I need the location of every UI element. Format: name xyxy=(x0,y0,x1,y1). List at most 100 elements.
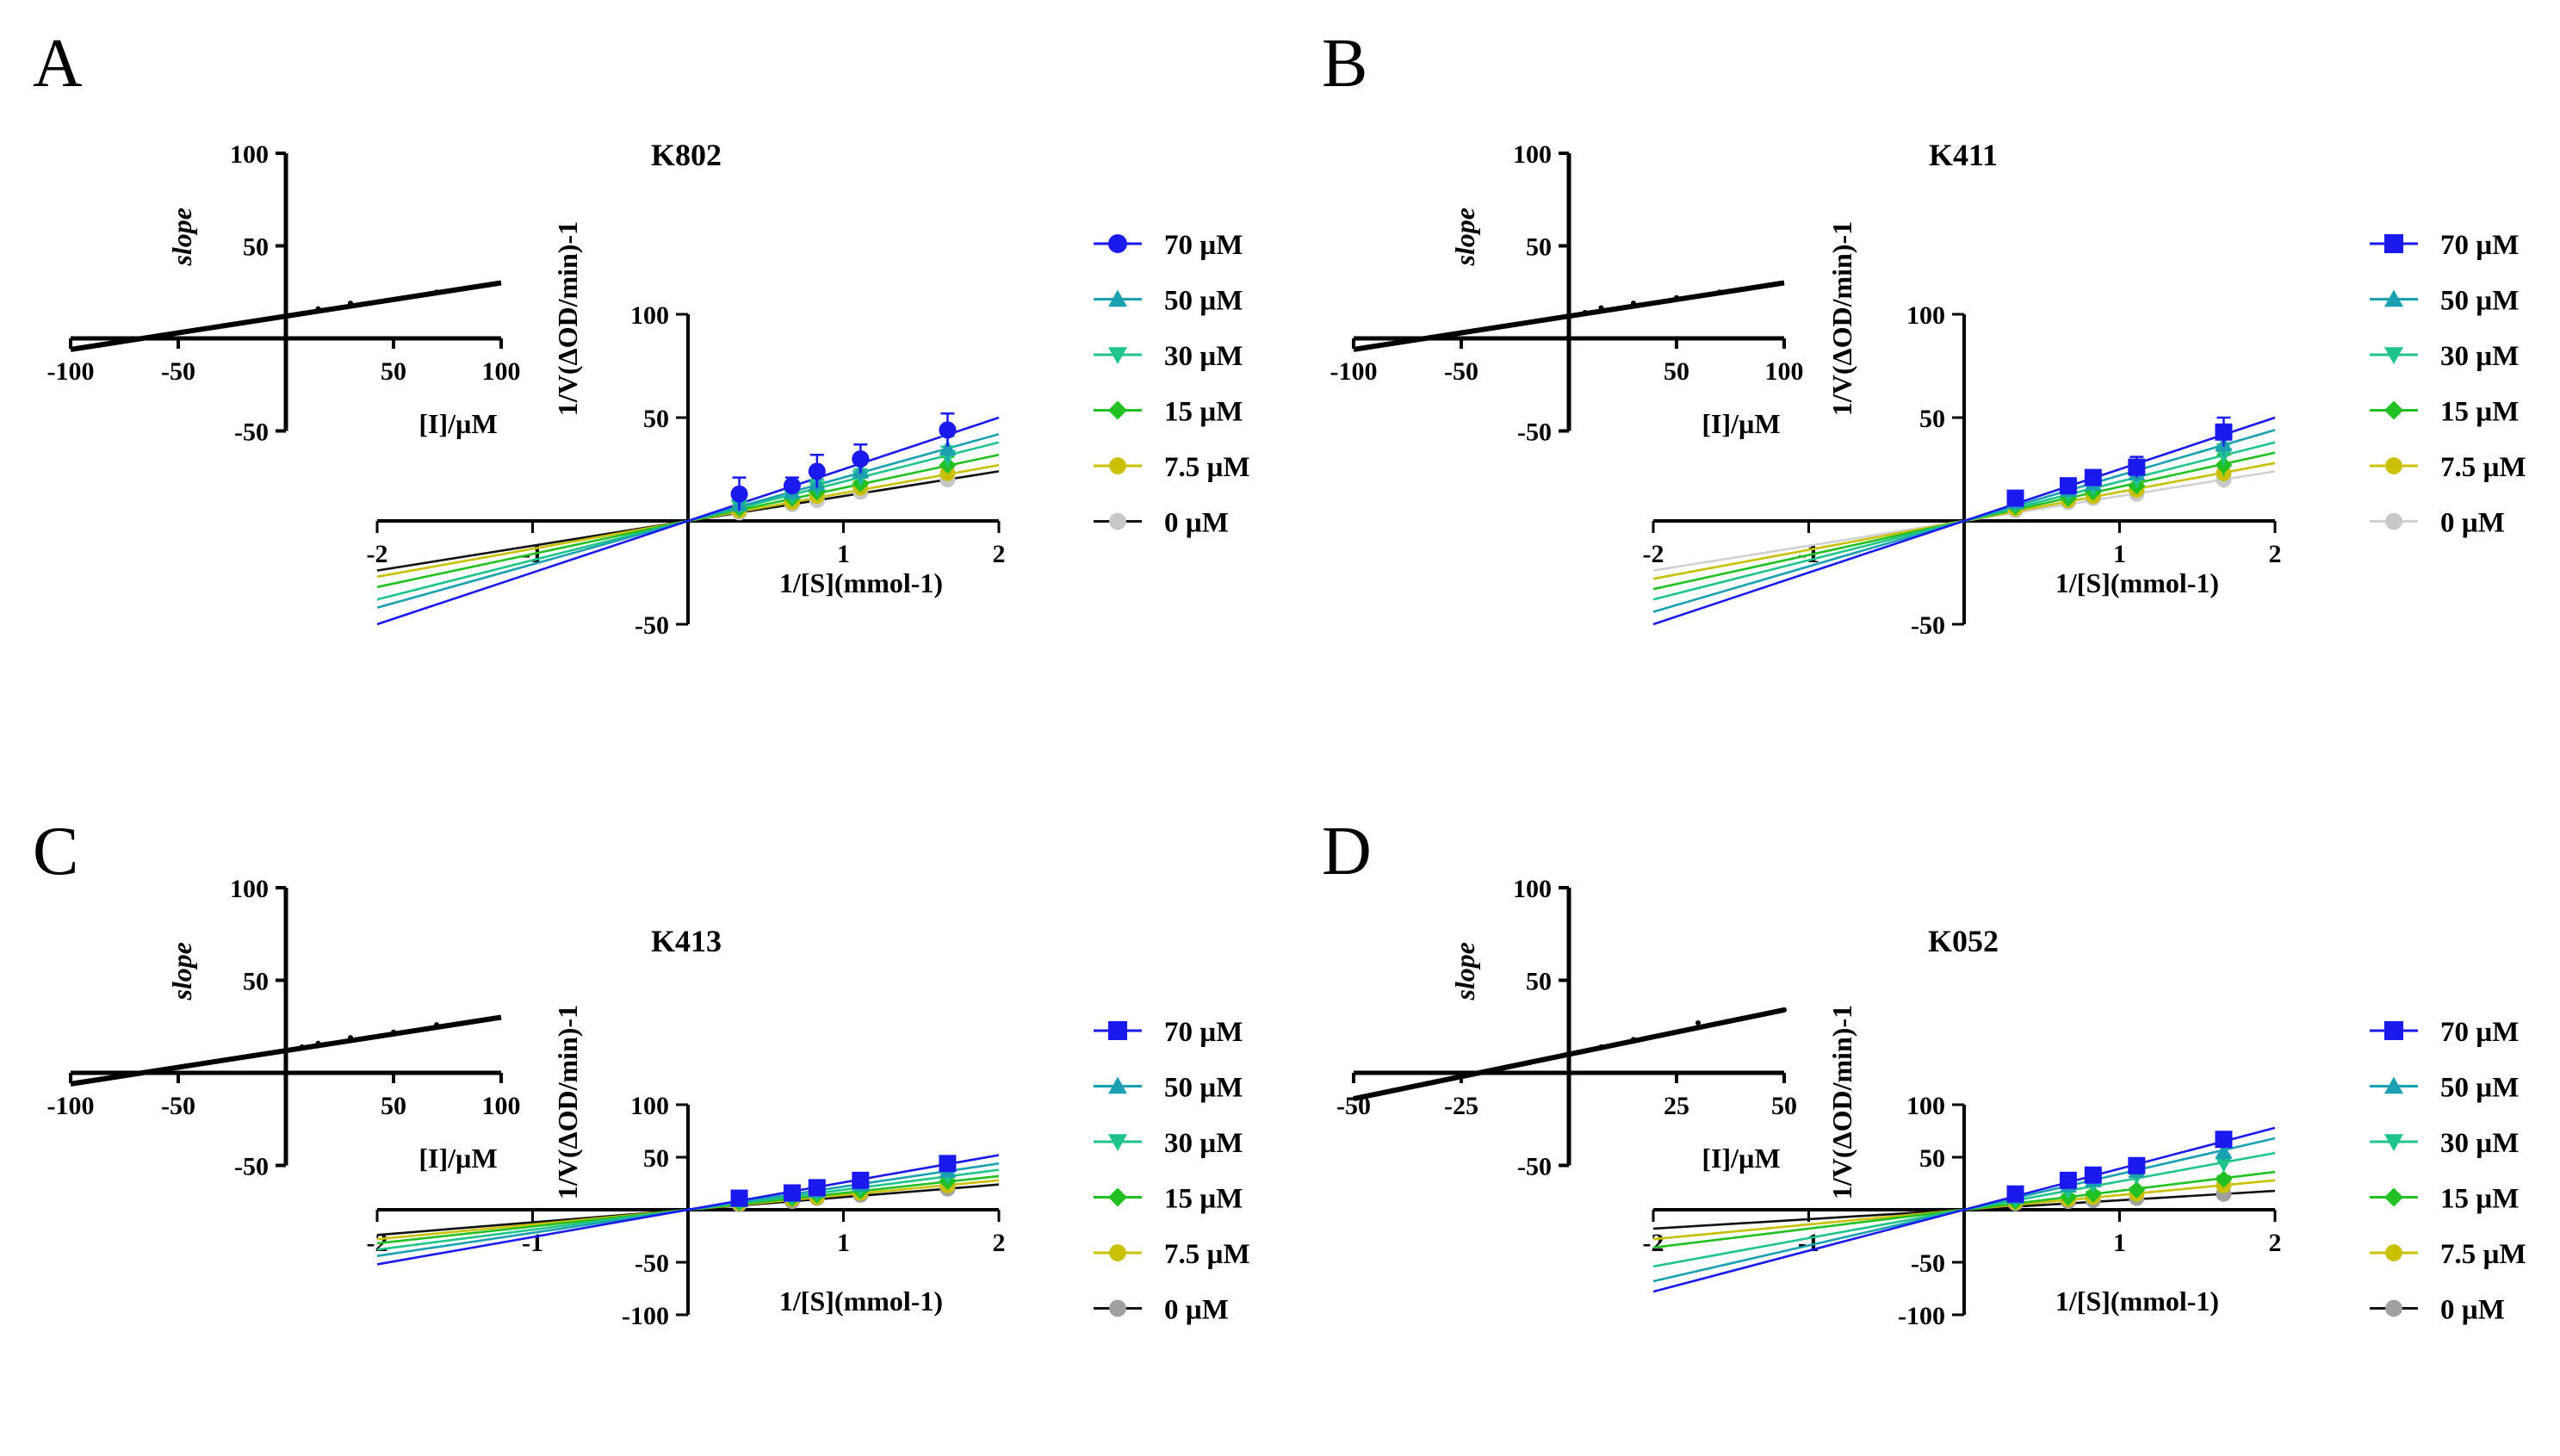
legend-marker xyxy=(2385,457,2402,474)
main-y-tick-label: 100 xyxy=(1906,1092,1945,1120)
inset-plot: -100 -50 50 100 -50 50 100 slope [I]/µM xyxy=(47,875,521,1181)
main-y-tick-label: -50 xyxy=(1911,1249,1945,1278)
main-x-tick-label: 1 xyxy=(837,540,850,568)
inset-x-tick-label: -50 xyxy=(161,1092,195,1120)
data-point xyxy=(808,1179,826,1197)
legend-marker xyxy=(2385,1244,2402,1261)
main-plot: -2-112-50501001/V(ΔOD/min)-11/[S](mmol-1… xyxy=(367,221,1006,640)
legend-marker xyxy=(2384,234,2403,253)
main-y-tick-label: -50 xyxy=(1911,611,1945,640)
legend-marker xyxy=(1108,1076,1127,1094)
inset-data-point xyxy=(299,1044,305,1050)
chart-title: K411 xyxy=(1929,138,1998,172)
inset-y-tick-label: 50 xyxy=(1526,968,1552,996)
legend-marker xyxy=(1109,512,1126,530)
inset-data-point xyxy=(283,313,288,319)
inset-x-tick-label: 100 xyxy=(1765,357,1804,386)
legend-label: 15 µM xyxy=(1164,1184,1243,1215)
legend-marker xyxy=(2384,1187,2403,1207)
main-y-tick-label: 50 xyxy=(1919,1144,1945,1173)
data-point xyxy=(2215,1131,2233,1149)
inset-y-tick-label: 50 xyxy=(1526,233,1552,262)
data-point xyxy=(2128,458,2146,476)
main-y-tick-label: 50 xyxy=(643,405,669,433)
data-point xyxy=(2084,1185,2102,1203)
data-point xyxy=(730,485,748,503)
main-plot: -2-112-50501001/V(ΔOD/min)-11/[S](mmol-1… xyxy=(1643,221,2282,640)
data-point xyxy=(2215,1156,2233,1173)
main-y-label: 1/V(ΔOD/min)-1 xyxy=(1826,1005,1857,1199)
main-x-tick-label: 1 xyxy=(837,1229,850,1257)
data-point xyxy=(808,462,826,480)
inset-y-tick-label: -50 xyxy=(234,418,269,447)
inset-y-tick-label: 100 xyxy=(230,140,269,169)
inset-data-point xyxy=(315,1040,321,1046)
inset-data-point xyxy=(348,300,353,307)
legend-label: 7.5 µM xyxy=(1164,452,1250,483)
inset-x-label: [I]/µM xyxy=(418,1143,497,1174)
chart-title: K802 xyxy=(651,138,722,172)
legend: 70 µM 50 µM 30 µM 15 µM 7.5 µM 0 µM xyxy=(1094,230,1250,539)
inset-data-point xyxy=(1598,305,1604,311)
inset-y-tick-label: 100 xyxy=(1513,140,1552,169)
inset-y-tick-label: 50 xyxy=(243,968,269,996)
panel-a: A-100-5050100-5050100slope[I]/µM-2-112-5… xyxy=(33,26,1250,640)
panel-letter: B xyxy=(1322,26,1367,102)
legend-marker xyxy=(2384,400,2403,420)
inset-x-tick-label: -100 xyxy=(1330,357,1378,386)
data-point xyxy=(2006,489,2024,507)
data-point xyxy=(2215,423,2233,441)
legend-label: 70 µM xyxy=(2440,230,2519,261)
main-x-label: 1/[S](mmol-1) xyxy=(779,567,943,598)
data-point xyxy=(783,1184,801,1202)
main-x-label: 1/[S](mmol-1) xyxy=(2055,567,2219,598)
main-y-tick-label: -50 xyxy=(635,611,669,640)
main-x-tick-label: -2 xyxy=(367,540,388,568)
legend-label: 7.5 µM xyxy=(2440,452,2526,483)
inset-data-point xyxy=(434,1022,439,1028)
inset-plot: -100 -50 50 100 -50 50 100 slope [I]/µM xyxy=(47,140,521,447)
inset-y-label: slope xyxy=(1449,208,1480,267)
main-y-label: 1/V(ΔOD/min)-1 xyxy=(552,1005,583,1199)
legend-marker xyxy=(2384,289,2403,307)
legend-label: 70 µM xyxy=(1164,1017,1243,1048)
legend-marker xyxy=(1108,347,1127,364)
legend-marker xyxy=(1109,457,1126,474)
inset-x-tick-label: 25 xyxy=(1664,1092,1689,1120)
main-y-tick-label: 50 xyxy=(643,1144,669,1173)
main-plot: -2 -1 1 2-100-50501001/V(ΔOD/min)-11/[S](mm… xyxy=(1643,1005,2282,1330)
main-y-tick-label: 100 xyxy=(630,301,669,330)
legend-marker xyxy=(2385,512,2402,530)
legend-marker xyxy=(1108,400,1127,420)
legend-label: 7.5 µM xyxy=(2440,1239,2526,1270)
inset-data-point xyxy=(1631,300,1636,307)
inset-data-point xyxy=(434,289,439,295)
inset-x-tick-label: -25 xyxy=(1444,1092,1478,1120)
inset-y-label: slope xyxy=(166,942,197,1001)
inset-y-tick-label: -50 xyxy=(1517,418,1552,447)
inset-x-label: [I]/µM xyxy=(1702,1143,1780,1174)
inset-data-point xyxy=(1782,1007,1787,1013)
legend-marker xyxy=(1108,1187,1127,1207)
legend-label: 0 µM xyxy=(2440,1295,2505,1326)
chart-title: K413 xyxy=(651,924,722,958)
data-point xyxy=(939,440,957,455)
inset-y-tick-label: -50 xyxy=(234,1153,269,1181)
panel-b: B-100-5050100-5050100slope[I]/µM-2-112-5… xyxy=(1322,26,2526,640)
legend-label: 15 µM xyxy=(1164,397,1243,428)
main-x-tick-label: 2 xyxy=(993,1229,1006,1257)
inset-x-tick-label: 50 xyxy=(1771,1092,1797,1120)
inset-data-point xyxy=(1717,289,1722,295)
fit-line-0 xyxy=(376,1154,1000,1266)
inset-data-point xyxy=(1674,294,1679,300)
inset-data-point xyxy=(391,1029,396,1035)
main-x-label: 1/[S](mmol-1) xyxy=(779,1286,943,1317)
main-x-tick-label: 1 xyxy=(2113,540,2126,568)
inset-x-label: [I]/µM xyxy=(418,408,497,439)
inset-y-tick-label: 100 xyxy=(1513,875,1552,903)
panel-letter: D xyxy=(1322,814,1372,889)
main-y-tick-label: 100 xyxy=(1906,301,1945,330)
